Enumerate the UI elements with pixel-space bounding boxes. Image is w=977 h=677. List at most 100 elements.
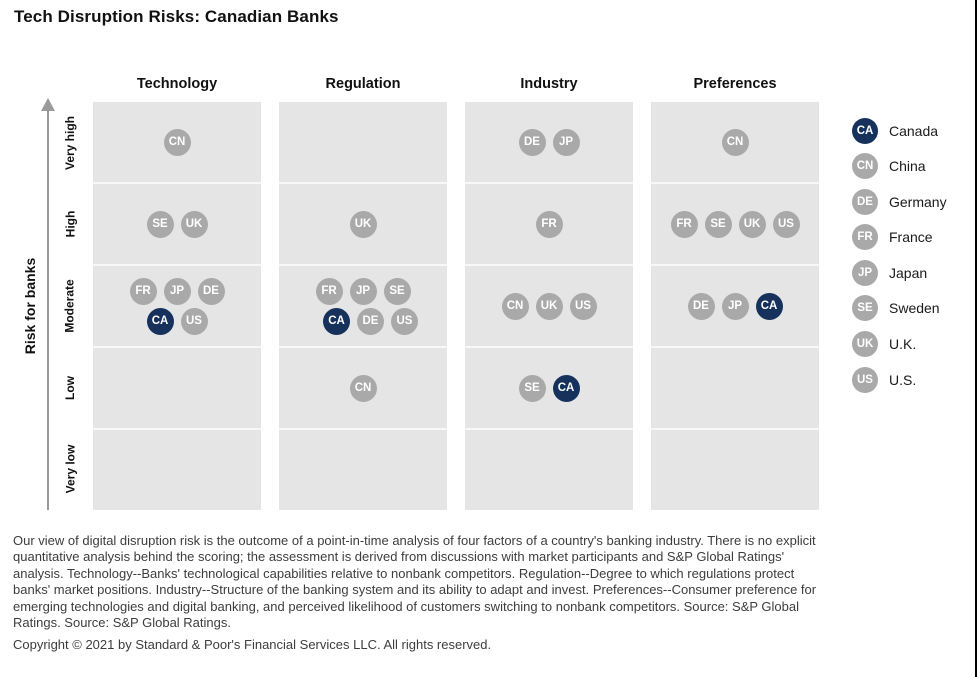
legend: CA Canada CN China DE Germany FR France JP Japan S… <box>852 117 947 402</box>
badge-row: FR JP DE <box>129 277 225 305</box>
column-panel-preferences: CN FR SE UK US DE JP CA <box>651 102 819 510</box>
cell-technology-very-low <box>93 428 261 510</box>
column-panel-regulation: UK FR JP SE CA DE US CN <box>279 102 447 510</box>
country-badge-fr: FR <box>315 277 343 305</box>
badge-row: UK <box>349 210 377 238</box>
cell-preferences-high: FR SE UK US <box>651 182 819 264</box>
country-badge-cn: CN <box>721 128 749 156</box>
copyright-text: Copyright © 2021 by Standard & Poor's Fi… <box>13 637 492 652</box>
legend-label-ca: Canada <box>889 122 939 139</box>
legend-label-de: Germany <box>889 193 947 210</box>
legend-item-de: DE Germany <box>852 188 947 215</box>
legend-label-uk: U.K. <box>889 336 917 353</box>
legend-item-se: SE Sweden <box>852 295 947 322</box>
cell-technology-high: SE UK <box>93 182 261 264</box>
country-badge-jp: JP <box>852 259 878 286</box>
cell-industry-low: SE CA <box>465 346 633 428</box>
country-badge-se: SE <box>383 277 411 305</box>
country-badge-fr: FR <box>852 224 878 251</box>
cell-industry-moderate: CN UK US <box>465 264 633 346</box>
column-panel-industry: DE JP FR CN UK US SE CA <box>465 102 633 510</box>
badge-row: CN <box>721 128 749 156</box>
legend-item-fr: FR France <box>852 224 947 251</box>
legend-item-us: US U.S. <box>852 366 947 393</box>
badge-row: FR SE UK US <box>670 210 800 238</box>
country-badge-cn: CN <box>501 292 529 320</box>
cell-regulation-high: UK <box>279 182 447 264</box>
y-axis-line <box>47 111 49 510</box>
legend-item-cn: CN China <box>852 153 947 180</box>
legend-item-jp: JP Japan <box>852 259 947 286</box>
badge-row: SE UK <box>146 210 208 238</box>
cell-industry-very-low <box>465 428 633 510</box>
country-badge-de: DE <box>197 277 225 305</box>
country-badge-se: SE <box>146 210 174 238</box>
badge-row: CN <box>163 128 191 156</box>
cell-technology-very-high: CN <box>93 102 261 182</box>
risk-level-cell: Moderate <box>57 265 83 347</box>
risk-level-cell: Very high <box>57 102 83 184</box>
cell-regulation-very-high <box>279 102 447 182</box>
country-badge-de: DE <box>357 307 384 335</box>
country-badge-de: DE <box>852 188 878 215</box>
country-badge-ca: CA <box>146 307 174 335</box>
risk-level-cell: High <box>57 184 83 266</box>
risk-level-labels: Very high High Moderate Low Very low <box>57 102 83 510</box>
country-badge-uk: UK <box>852 331 878 358</box>
badge-row: CN UK US <box>501 292 597 320</box>
risk-level-label-moderate: Moderate <box>63 279 77 333</box>
cell-preferences-very-low <box>651 428 819 510</box>
country-badge-uk: UK <box>180 210 208 238</box>
country-badge-cn: CN <box>163 128 191 156</box>
legend-label-se: Sweden <box>889 300 940 317</box>
cell-regulation-moderate: FR JP SE CA DE US <box>279 264 447 346</box>
column-regulation: Regulation UK FR JP SE CA DE US CN <box>279 72 447 510</box>
country-badge-us: US <box>569 292 597 320</box>
country-badge-cn: CN <box>852 153 878 180</box>
badge-row: DE JP CA <box>687 292 783 320</box>
cell-industry-high: FR <box>465 182 633 264</box>
risk-level-label-very-high: Very high <box>63 115 77 170</box>
chart-columns: Technology CN SE UK FR JP DE CA US Regulation UK FR… <box>93 72 819 510</box>
country-badge-ca: CA <box>323 307 350 335</box>
country-badge-de: DE <box>518 128 546 156</box>
footnote-text: Our view of digital disruption risk is t… <box>13 533 817 631</box>
legend-item-uk: UK U.K. <box>852 331 947 358</box>
country-badge-fr: FR <box>129 277 157 305</box>
country-badge-us: US <box>180 307 208 335</box>
page-title: Tech Disruption Risks: Canadian Banks <box>14 7 339 26</box>
country-badge-de: DE <box>687 292 715 320</box>
column-industry: Industry DE JP FR CN UK US SE CA <box>465 72 633 510</box>
risk-level-label-low: Low <box>63 375 77 400</box>
legend-label-jp: Japan <box>889 264 928 281</box>
country-badge-ca: CA <box>852 117 878 144</box>
column-header-regulation: Regulation <box>325 76 401 92</box>
cell-technology-low <box>93 346 261 428</box>
badge-row: FR <box>535 210 563 238</box>
badge-row: FR JP SE <box>315 277 411 305</box>
column-panel-technology: CN SE UK FR JP DE CA US <box>93 102 261 510</box>
column-technology: Technology CN SE UK FR JP DE CA US <box>93 72 261 510</box>
y-axis-arrow-icon <box>41 98 55 111</box>
legend-label-us: U.S. <box>889 371 917 388</box>
cell-preferences-low <box>651 346 819 428</box>
risk-level-cell: Low <box>57 347 83 429</box>
legend-item-ca: CA Canada <box>852 117 947 144</box>
country-badge-uk: UK <box>738 210 766 238</box>
column-header-preferences: Preferences <box>693 76 777 92</box>
cell-preferences-moderate: DE JP CA <box>651 264 819 346</box>
cell-industry-very-high: DE JP <box>465 102 633 182</box>
legend-label-cn: China <box>889 158 926 175</box>
country-badge-fr: FR <box>535 210 563 238</box>
country-badge-se: SE <box>704 210 732 238</box>
country-badge-jp: JP <box>349 277 377 305</box>
risk-level-cell: Very low <box>57 428 83 510</box>
column-header-industry: Industry <box>520 76 578 92</box>
country-badge-fr: FR <box>670 210 698 238</box>
country-badge-se: SE <box>518 374 546 402</box>
risk-level-label-very-low: Very low <box>63 444 78 494</box>
cell-regulation-very-low <box>279 428 447 510</box>
country-badge-ca: CA <box>552 374 580 402</box>
country-badge-uk: UK <box>349 210 377 238</box>
